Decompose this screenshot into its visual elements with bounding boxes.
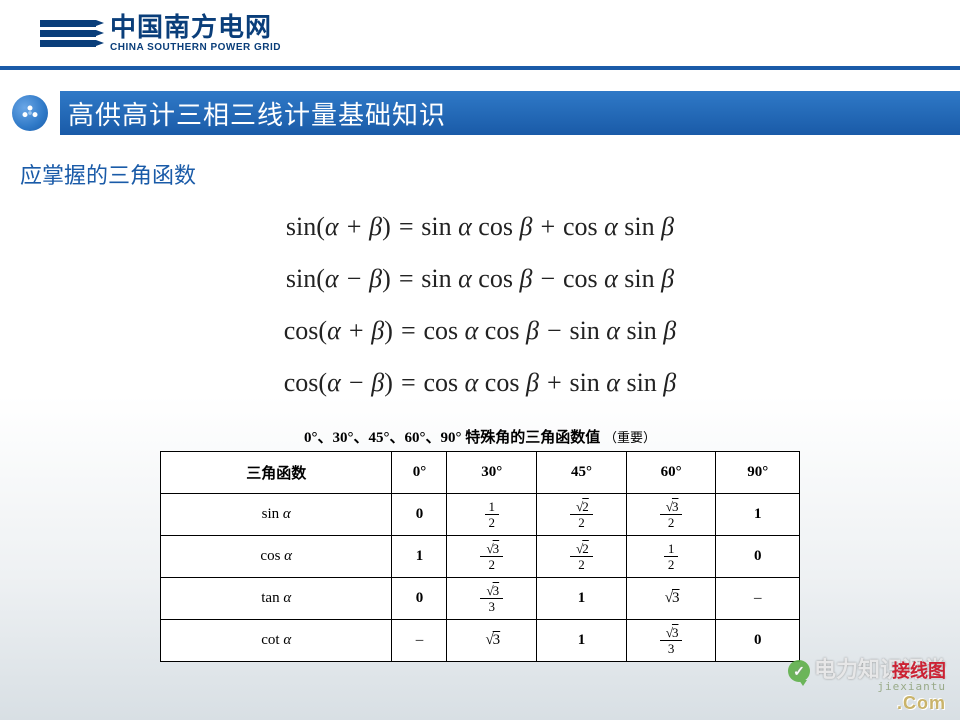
trig-table-caption: 0°、30°、45°、60°、90° 特殊角的三角函数值 （重要） — [160, 426, 800, 447]
row-fn-label: sin α — [161, 494, 392, 536]
angle-45: 45° — [537, 452, 627, 494]
cell: 1 — [537, 620, 627, 662]
brand-header: 中国南方电网 CHINA SOUTHERN POWER GRID — [0, 0, 960, 66]
header-divider — [0, 66, 960, 70]
formula-3: cos(α + β) = cos α cos β − sin α sin β — [170, 316, 790, 346]
cell: 3 — [447, 620, 537, 662]
cell: 1 — [392, 536, 447, 578]
trig-table-corner: 三角函数 — [161, 452, 392, 494]
cell: – — [716, 578, 800, 620]
brand-name-cn: 中国南方电网 — [110, 14, 281, 40]
cell: 12 — [447, 494, 537, 536]
slide-title-bg: 高供高计三相三线计量基础知识 — [60, 91, 960, 135]
cell: 1 — [716, 494, 800, 536]
trig-table-body: sin α01222321cos α13222120tan α03313–cot… — [161, 494, 800, 662]
cell: 32 — [626, 494, 716, 536]
table-row: cot α–31330 — [161, 620, 800, 662]
cell: – — [392, 620, 447, 662]
flower-bullet-icon — [12, 95, 48, 131]
cell: 22 — [537, 536, 627, 578]
wechat-icon: ✓ — [788, 660, 810, 682]
row-fn-label: cos α — [161, 536, 392, 578]
cell: 0 — [716, 620, 800, 662]
table-row: sin α01222321 — [161, 494, 800, 536]
formula-4: cos(α − β) = cos α cos β + sin α sin β — [170, 368, 790, 398]
formula-list: sin(α + β) = sin α cos β + cos α sin β s… — [170, 212, 790, 398]
trig-table: 三角函数 0° 30° 45° 60° 90° sin α01222321cos… — [160, 451, 800, 662]
trig-table-wrap: 0°、30°、45°、60°、90° 特殊角的三角函数值 （重要） 三角函数 0… — [160, 426, 800, 662]
brand-logo-text: 中国南方电网 CHINA SOUTHERN POWER GRID — [110, 14, 281, 53]
cell: 22 — [537, 494, 627, 536]
angle-0: 0° — [392, 452, 447, 494]
cell: 0 — [392, 578, 447, 620]
table-row: cos α13222120 — [161, 536, 800, 578]
slide-title-bar: 高供高计三相三线计量基础知识 — [0, 88, 960, 138]
angle-60: 60° — [626, 452, 716, 494]
formula-1: sin(α + β) = sin α cos β + cos α sin β — [170, 212, 790, 242]
trig-table-caption-note: （重要） — [604, 430, 656, 445]
row-fn-label: cot α — [161, 620, 392, 662]
angle-90: 90° — [716, 452, 800, 494]
cell: 1 — [537, 578, 627, 620]
brand-name-en: CHINA SOUTHERN POWER GRID — [110, 42, 281, 53]
table-row: tan α03313– — [161, 578, 800, 620]
row-fn-label: tan α — [161, 578, 392, 620]
brand-logo-mark — [40, 11, 96, 55]
cell: 32 — [447, 536, 537, 578]
formula-2: sin(α − β) = sin α cos β − cos α sin β — [170, 264, 790, 294]
section-subtitle: 应掌握的三角函数 — [20, 158, 960, 190]
slide-title: 高供高计三相三线计量基础知识 — [68, 95, 446, 132]
trig-table-caption-main: 0°、30°、45°、60°、90° 特殊角的三角函数值 — [304, 430, 600, 446]
trig-table-header-row: 三角函数 0° 30° 45° 60° 90° — [161, 452, 800, 494]
angle-30: 30° — [447, 452, 537, 494]
cell: 12 — [626, 536, 716, 578]
cell: 0 — [716, 536, 800, 578]
cell: 0 — [392, 494, 447, 536]
cell: 33 — [626, 620, 716, 662]
cell: 3 — [626, 578, 716, 620]
watermark-site: 接线图 jiexiantu.Com — [877, 662, 946, 714]
cell: 33 — [447, 578, 537, 620]
